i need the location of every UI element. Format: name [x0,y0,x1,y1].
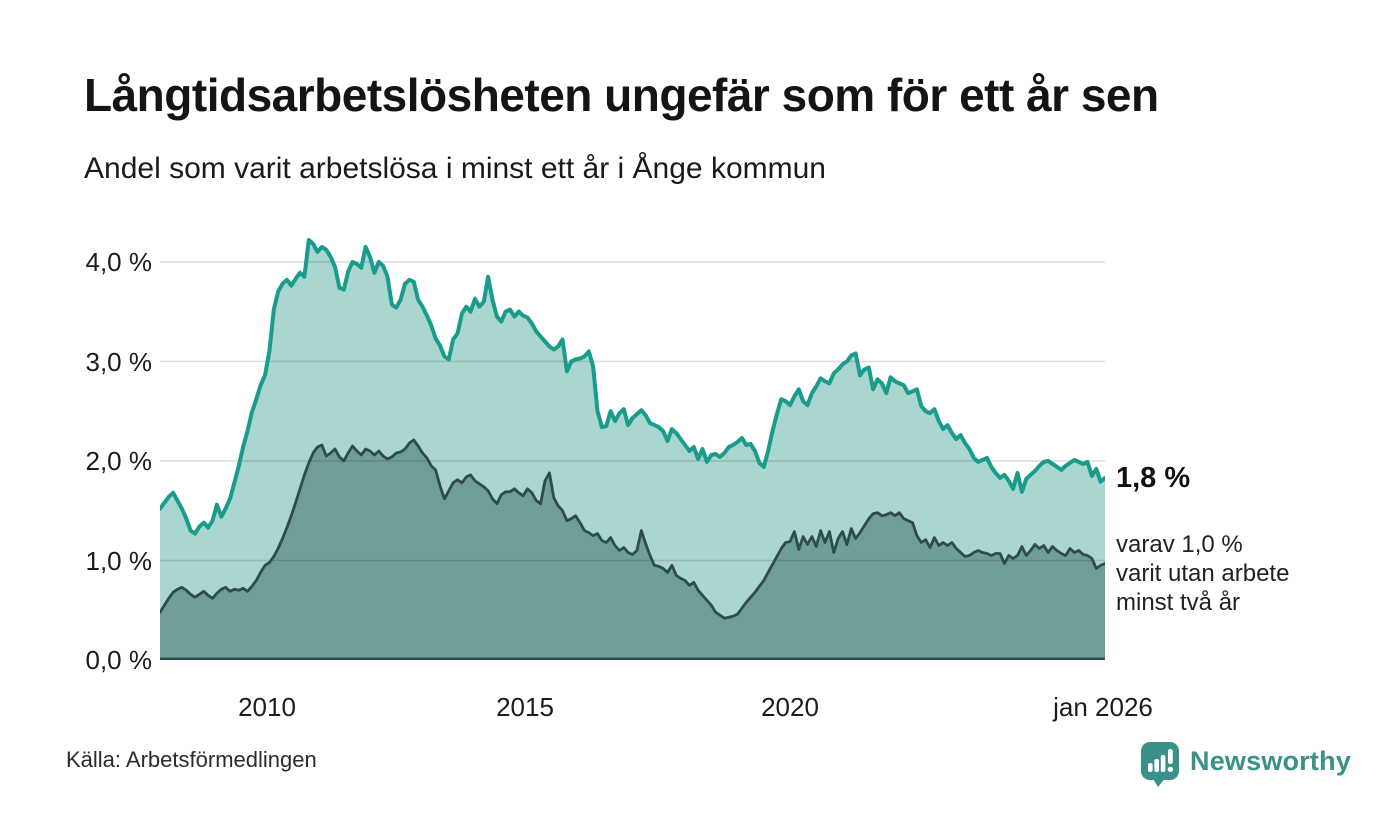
latest-value-label: 1,8 % [1116,462,1191,494]
annotation-line-3: minst två år [1116,589,1241,616]
y-axis-tick-2: 2,0 % [85,446,153,476]
x-axis-tick-jan-2026: jan 2026 [1053,692,1153,722]
newsworthy-wordmark: Newsworthy [1190,746,1352,776]
y-axis-tick-0: 0,0 % [85,645,153,675]
newsworthy-logo-icon [1141,742,1179,787]
unemployment-area-chart [160,238,1105,660]
source-note: Källa: Arbetsförmedlingen [66,747,317,772]
y-axis-tick-1: 1,0 % [85,546,153,576]
y-axis-tick-4: 4,0 % [85,247,153,277]
page-subtitle: Andel som varit arbetslösa i minst ett å… [84,152,826,185]
annotation-line-1: varav 1,0 % [1116,531,1243,558]
secondary-annotation: varav 1,0 % varit utan arbete minst två … [1116,530,1289,617]
annotation-line-2: varit utan arbete [1116,560,1290,587]
x-axis-tick-2015: 2015 [496,692,554,722]
x-axis-tick-2020: 2020 [761,692,819,722]
x-axis-tick-2010: 2010 [238,692,296,722]
page-title: Långtidsarbetslösheten ungefär som för e… [84,69,1159,121]
y-axis-tick-3: 3,0 % [85,347,153,377]
